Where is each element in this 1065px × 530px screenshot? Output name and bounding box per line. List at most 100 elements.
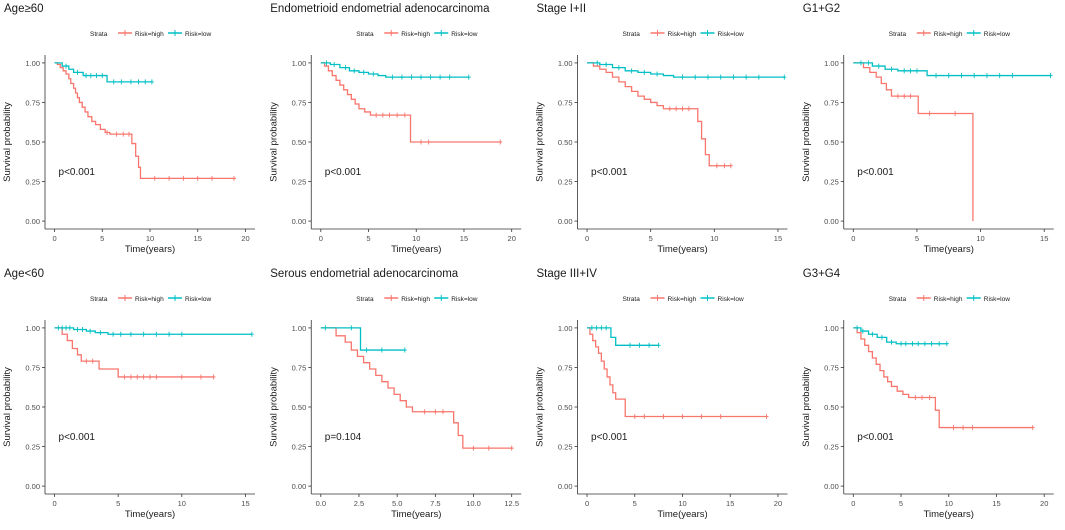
censor-mark-high [642,413,647,419]
legend: Strata Risk=high Risk=low [90,30,211,38]
censor-mark-high [498,139,503,145]
legend-title: Strata [623,296,641,303]
censor-mark-high [908,93,913,99]
censor-mark-high [135,374,140,380]
x-axis-title: Time(years) [657,244,707,255]
censor-mark-high [148,374,152,380]
censor-mark-low [718,74,723,80]
censor-mark-high [661,413,666,419]
x-tick-label: 15 [194,234,202,243]
legend-key-high-cross [122,30,128,36]
x-tick-label: 15 [1040,234,1048,243]
panel-title: G1+G2 [803,3,840,15]
censor-mark-low [756,74,761,80]
x-tick-label: 15 [992,499,1000,508]
y-tick-label: 1.00 [292,59,307,68]
censor-mark-low [866,60,871,66]
censor-mark-low [409,74,414,80]
censor-mark-high [961,425,966,431]
p-value: p<0.001 [59,432,96,443]
x-tick-label: 5 [915,234,919,243]
censor-mark-high [764,413,769,419]
legend-title: Strata [356,296,374,303]
censor-mark-low [934,73,939,79]
legend-key-low-cross [704,295,711,301]
censor-mark-low [419,74,424,80]
censor-mark-high [953,111,958,117]
censor-mark-low [390,74,395,80]
censor-mark-low [349,325,354,331]
legend-key-low-cross [438,295,445,301]
censor-mark-high [486,445,491,451]
censor-mark-high [395,112,400,118]
y-axis-title: Survival probability [268,102,279,182]
legend-key-high-cross [654,30,661,36]
censor-mark-low [128,79,133,85]
y-tick-label: 0.50 [558,138,573,147]
censor-mark-low [179,331,184,337]
p-value: p<0.001 [591,432,628,443]
legend-title: Strata [90,296,108,303]
p-value: p<0.001 [59,167,96,178]
censor-mark-low [899,341,904,347]
censor-mark-high [198,374,203,380]
censor-mark-low [914,68,919,74]
legend-key-low-cross [172,30,178,36]
censor-mark-low [94,73,99,79]
censor-mark-high [632,413,637,419]
censor-mark-high [927,111,932,117]
y-tick-label: 1.00 [25,324,40,333]
y-tick-label: 0.50 [292,403,307,412]
censor-mark-high [674,106,679,112]
y-tick-label: 1.00 [25,59,40,68]
legend-label-high: Risk=high [934,31,963,38]
x-tick-label: 10 [945,499,953,508]
km-curve-high [853,327,1033,429]
y-axis-title: Survival probability [2,102,13,182]
censor-mark-high [90,358,95,364]
censor-mark-low [1048,73,1053,79]
y-tick-label: 0.00 [25,217,40,226]
censor-mark-low [371,71,376,77]
km-panel-3: Stage I+II Strata Risk=high Risk=low 0.00 0.2… [535,3,788,255]
km-panel-8: G3+G4 Strata Risk=high Risk=low 0.00 0.25 0.50… [801,268,1054,520]
censor-mark-high [895,93,900,99]
legend-key-high-cross [920,295,927,301]
km-curve-low [320,62,469,78]
x-tick-label: 15 [241,499,249,508]
x-tick-label: 0 [52,234,56,243]
y-tick-label: 0.50 [292,138,307,147]
legend: Strata Risk=high Risk=low [623,295,744,303]
y-axis-title: Survival probability [801,102,812,182]
x-tick-label: 5 [633,499,637,508]
censor-mark-high [179,374,184,380]
x-tick-label: 10 [412,234,420,243]
y-tick-label: 0.75 [558,98,573,107]
legend-label-low: Risk=low [185,296,211,303]
x-tick-label: 0 [585,234,589,243]
x-axis-title: Time(years) [924,244,974,255]
legend-title: Strata [623,31,641,38]
x-tick-label: 7.5 [430,499,440,508]
x-tick-label: 15 [774,234,782,243]
legend-label-low: Risk=low [984,31,1010,38]
km-panel-4: G1+G2 Strata Risk=high Risk=low 0.00 0.25 0.50… [801,3,1054,255]
legend: Strata Risk=high Risk=low [889,295,1010,303]
legend-label-low: Risk=low [451,31,477,38]
km-curve-low [853,327,947,345]
censor-mark-low [656,342,661,348]
censor-mark-high [167,175,172,181]
x-tick-label: 0 [52,499,56,508]
x-tick-label: 10.0 [466,499,481,508]
censor-mark-low [352,68,357,74]
censor-mark-low [143,79,148,85]
censor-mark-high [728,163,733,169]
y-tick-label: 1.00 [824,324,839,333]
censor-mark-high [1030,425,1035,431]
censor-mark-low [364,347,369,353]
censor-mark-low [323,325,328,331]
km-curve-high [587,62,731,167]
censor-mark-low [889,339,894,345]
censor-mark-high [667,106,672,112]
legend-label-high: Risk=high [668,296,697,303]
